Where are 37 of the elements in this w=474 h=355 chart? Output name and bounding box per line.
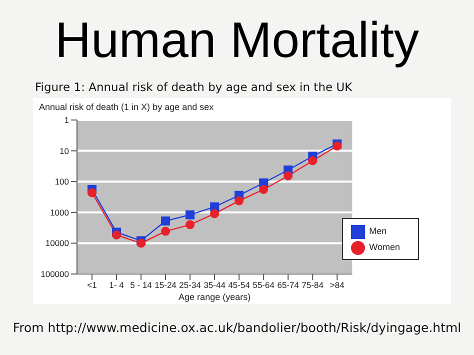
legend-label: Men — [369, 226, 387, 236]
chart-title: Human Mortality — [54, 11, 420, 70]
x-tick-label: 55-64 — [252, 280, 275, 290]
legend-label: Women — [369, 242, 400, 252]
point — [308, 156, 318, 166]
point — [186, 210, 195, 220]
x-tick-label: 15-24 — [154, 280, 177, 290]
point — [210, 209, 220, 218]
point — [259, 184, 268, 194]
point — [234, 196, 244, 206]
x-tick-label: 5 - 14 — [130, 280, 152, 290]
x-tick-label: 45-54 — [228, 280, 250, 290]
y-tick-label: 100 — [54, 176, 70, 187]
x-tick-label: 1- 4 — [109, 280, 124, 290]
x-tick-label: <1 — [87, 280, 98, 290]
y-tick-label: 100000 — [40, 269, 70, 280]
x-axis-title: Age range (years) — [178, 292, 251, 302]
y-axis-title: Annual risk of death (1 in X) by age and sex — [39, 102, 214, 112]
point — [186, 220, 195, 230]
point — [161, 216, 170, 226]
point — [161, 226, 170, 236]
y-tick-label: 1 — [64, 115, 70, 126]
x-tick-label: 65-74 — [277, 280, 300, 290]
x-tick-label: >84 — [330, 280, 345, 290]
point — [88, 188, 96, 198]
y-tick-label: 1000 — [50, 207, 70, 218]
x-tick-label: 75-84 — [302, 280, 324, 290]
point — [112, 230, 122, 240]
y-tick-label: 10 — [60, 146, 70, 156]
chart-subtitle: Figure 1: Annual risk of death by age and sex in the UK — [35, 80, 352, 94]
point — [284, 171, 293, 180]
y-tick-label: 10000 — [45, 238, 70, 248]
x-tick-label: 25-34 — [179, 280, 202, 290]
point — [332, 142, 342, 151]
x-tick-label: 35-44 — [204, 280, 226, 290]
text: From http://www.medicine.ox.ac.uk/bandolier/booth/Risk/dyingage.html — [12, 320, 462, 335]
point — [136, 238, 146, 248]
